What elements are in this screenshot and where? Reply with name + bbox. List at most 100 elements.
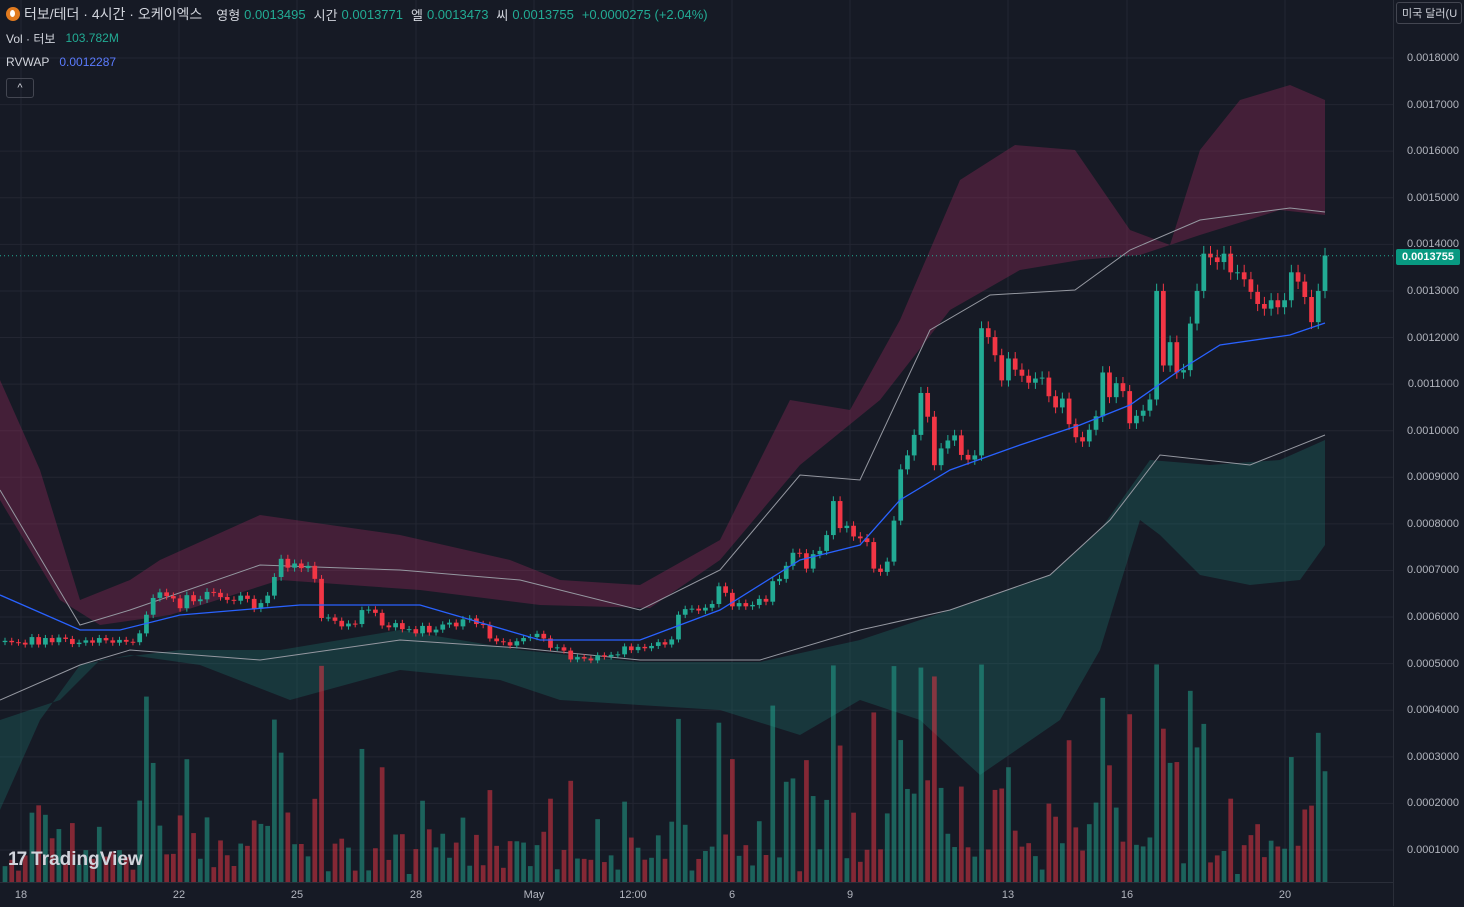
volume-bar: [952, 847, 957, 882]
volume-bar: [1107, 765, 1112, 882]
candle-body: [676, 614, 681, 640]
candle-body: [568, 650, 574, 660]
volume-bar: [1275, 846, 1281, 882]
candle-body: [1282, 300, 1287, 308]
candle-body: [736, 603, 742, 607]
candle-body: [1086, 429, 1092, 442]
candle-body: [346, 623, 351, 627]
volume-bar: [245, 845, 250, 882]
volume-bar: [460, 817, 466, 882]
volume-bar: [204, 817, 210, 882]
candle-body: [635, 646, 641, 651]
candle-body: [810, 554, 816, 569]
candle-body: [554, 647, 560, 649]
volume-bar: [399, 834, 405, 882]
volume-bar: [945, 833, 951, 882]
candle-body: [770, 581, 776, 602]
volume-bar: [1194, 747, 1200, 882]
volume-bar: [1046, 803, 1052, 882]
volume-bar: [379, 767, 385, 882]
rvwap-indicator[interactable]: RVWAP 0.0012287: [6, 52, 708, 72]
volume-bar: [22, 855, 28, 882]
candle-body: [379, 612, 385, 626]
volume-bar: [1100, 697, 1106, 882]
time-axis[interactable]: 18 22 25 28 May 12:00 6 9 13 16 20: [0, 882, 1393, 907]
volume-name: Vol · 터보: [6, 31, 56, 46]
volume-bar: [494, 845, 499, 882]
candle-body: [110, 640, 116, 643]
candle-body: [521, 638, 526, 642]
volume-bar: [117, 850, 122, 882]
candle-body: [851, 525, 856, 537]
volume-bar: [1255, 824, 1261, 882]
volume-bar: [1241, 845, 1247, 882]
volume-bar: [272, 719, 277, 882]
candle-body: [1322, 255, 1328, 291]
volume-bar: [669, 821, 675, 882]
volume-bar: [36, 805, 42, 882]
candle-body: [16, 642, 21, 644]
volume-bar: [292, 844, 297, 882]
candle-body: [1248, 279, 1254, 292]
volume-bar: [191, 833, 196, 882]
volume-bar: [743, 845, 749, 882]
candle-body: [319, 578, 324, 618]
change-value: +0.0000275 (+2.04%): [581, 6, 708, 22]
candle-body: [1113, 383, 1119, 398]
candle-body: [191, 595, 196, 602]
candle-body: [177, 598, 183, 609]
volume-bar: [1167, 762, 1173, 882]
candle-body: [171, 596, 176, 599]
volume-bar: [521, 842, 526, 882]
volume-bar: [1147, 837, 1153, 882]
volume-bar: [144, 696, 149, 882]
candle-body: [655, 642, 661, 646]
close-label: 씨: [496, 7, 509, 23]
candle-body: [1073, 424, 1079, 438]
price-chart[interactable]: [0, 0, 1393, 882]
volume-bar: [453, 842, 459, 882]
candle-body: [9, 640, 15, 643]
candle-body: [831, 501, 836, 536]
candle-body: [272, 576, 277, 596]
volume-bar: [1208, 862, 1213, 882]
volume-bar: [447, 857, 452, 882]
chevron-up-icon[interactable]: ^: [6, 78, 34, 98]
candle-body: [871, 542, 877, 569]
volume-bar: [1262, 857, 1267, 882]
price-tick: 0.0006000: [1407, 611, 1459, 624]
time-tick: 9: [846, 889, 854, 901]
volume-bar: [1221, 850, 1227, 882]
volume-bar: [29, 812, 35, 882]
volume-indicator[interactable]: Vol · 터보 103.782M: [6, 28, 708, 48]
candle-body: [211, 591, 217, 593]
tradingview-logo[interactable]: 17 TradingView: [8, 849, 143, 871]
volume-bar: [1073, 827, 1079, 882]
upper-band-line: [0, 207, 1326, 626]
price-tick: 0.0018000: [1407, 52, 1459, 64]
rvwap-line: [0, 322, 1326, 641]
candle-body: [911, 434, 917, 456]
symbol-title[interactable]: 터보/테더 · 4시간 · 오케이엑스: [24, 6, 203, 22]
volume-bar: [90, 858, 95, 882]
time-tick: 13: [1001, 889, 1015, 901]
candle-body: [1046, 377, 1052, 397]
price-tick: 0.0010000: [1407, 424, 1459, 437]
volume-bar: [474, 834, 479, 882]
price-axis[interactable]: 0.0018000 0.0017000 0.0016000 0.0015000 0.00…: [1393, 0, 1464, 906]
low-label: 엘: [411, 7, 423, 23]
volume-bar: [1309, 805, 1314, 882]
candle-body: [1262, 303, 1267, 309]
volume-bar: [790, 778, 796, 882]
candle-body: [393, 623, 398, 628]
candle-body: [534, 633, 540, 638]
candle-body: [1208, 253, 1213, 258]
close-value: 0.0013755: [512, 6, 574, 22]
tradingview-icon: 17: [8, 849, 27, 870]
currency-button[interactable]: 미국 달러(U: [1396, 2, 1462, 24]
volume-bar: [568, 780, 574, 882]
candle-body: [1134, 415, 1139, 424]
candle-body: [703, 607, 708, 611]
candle-body: [541, 633, 547, 639]
volume-bar: [1201, 723, 1207, 882]
